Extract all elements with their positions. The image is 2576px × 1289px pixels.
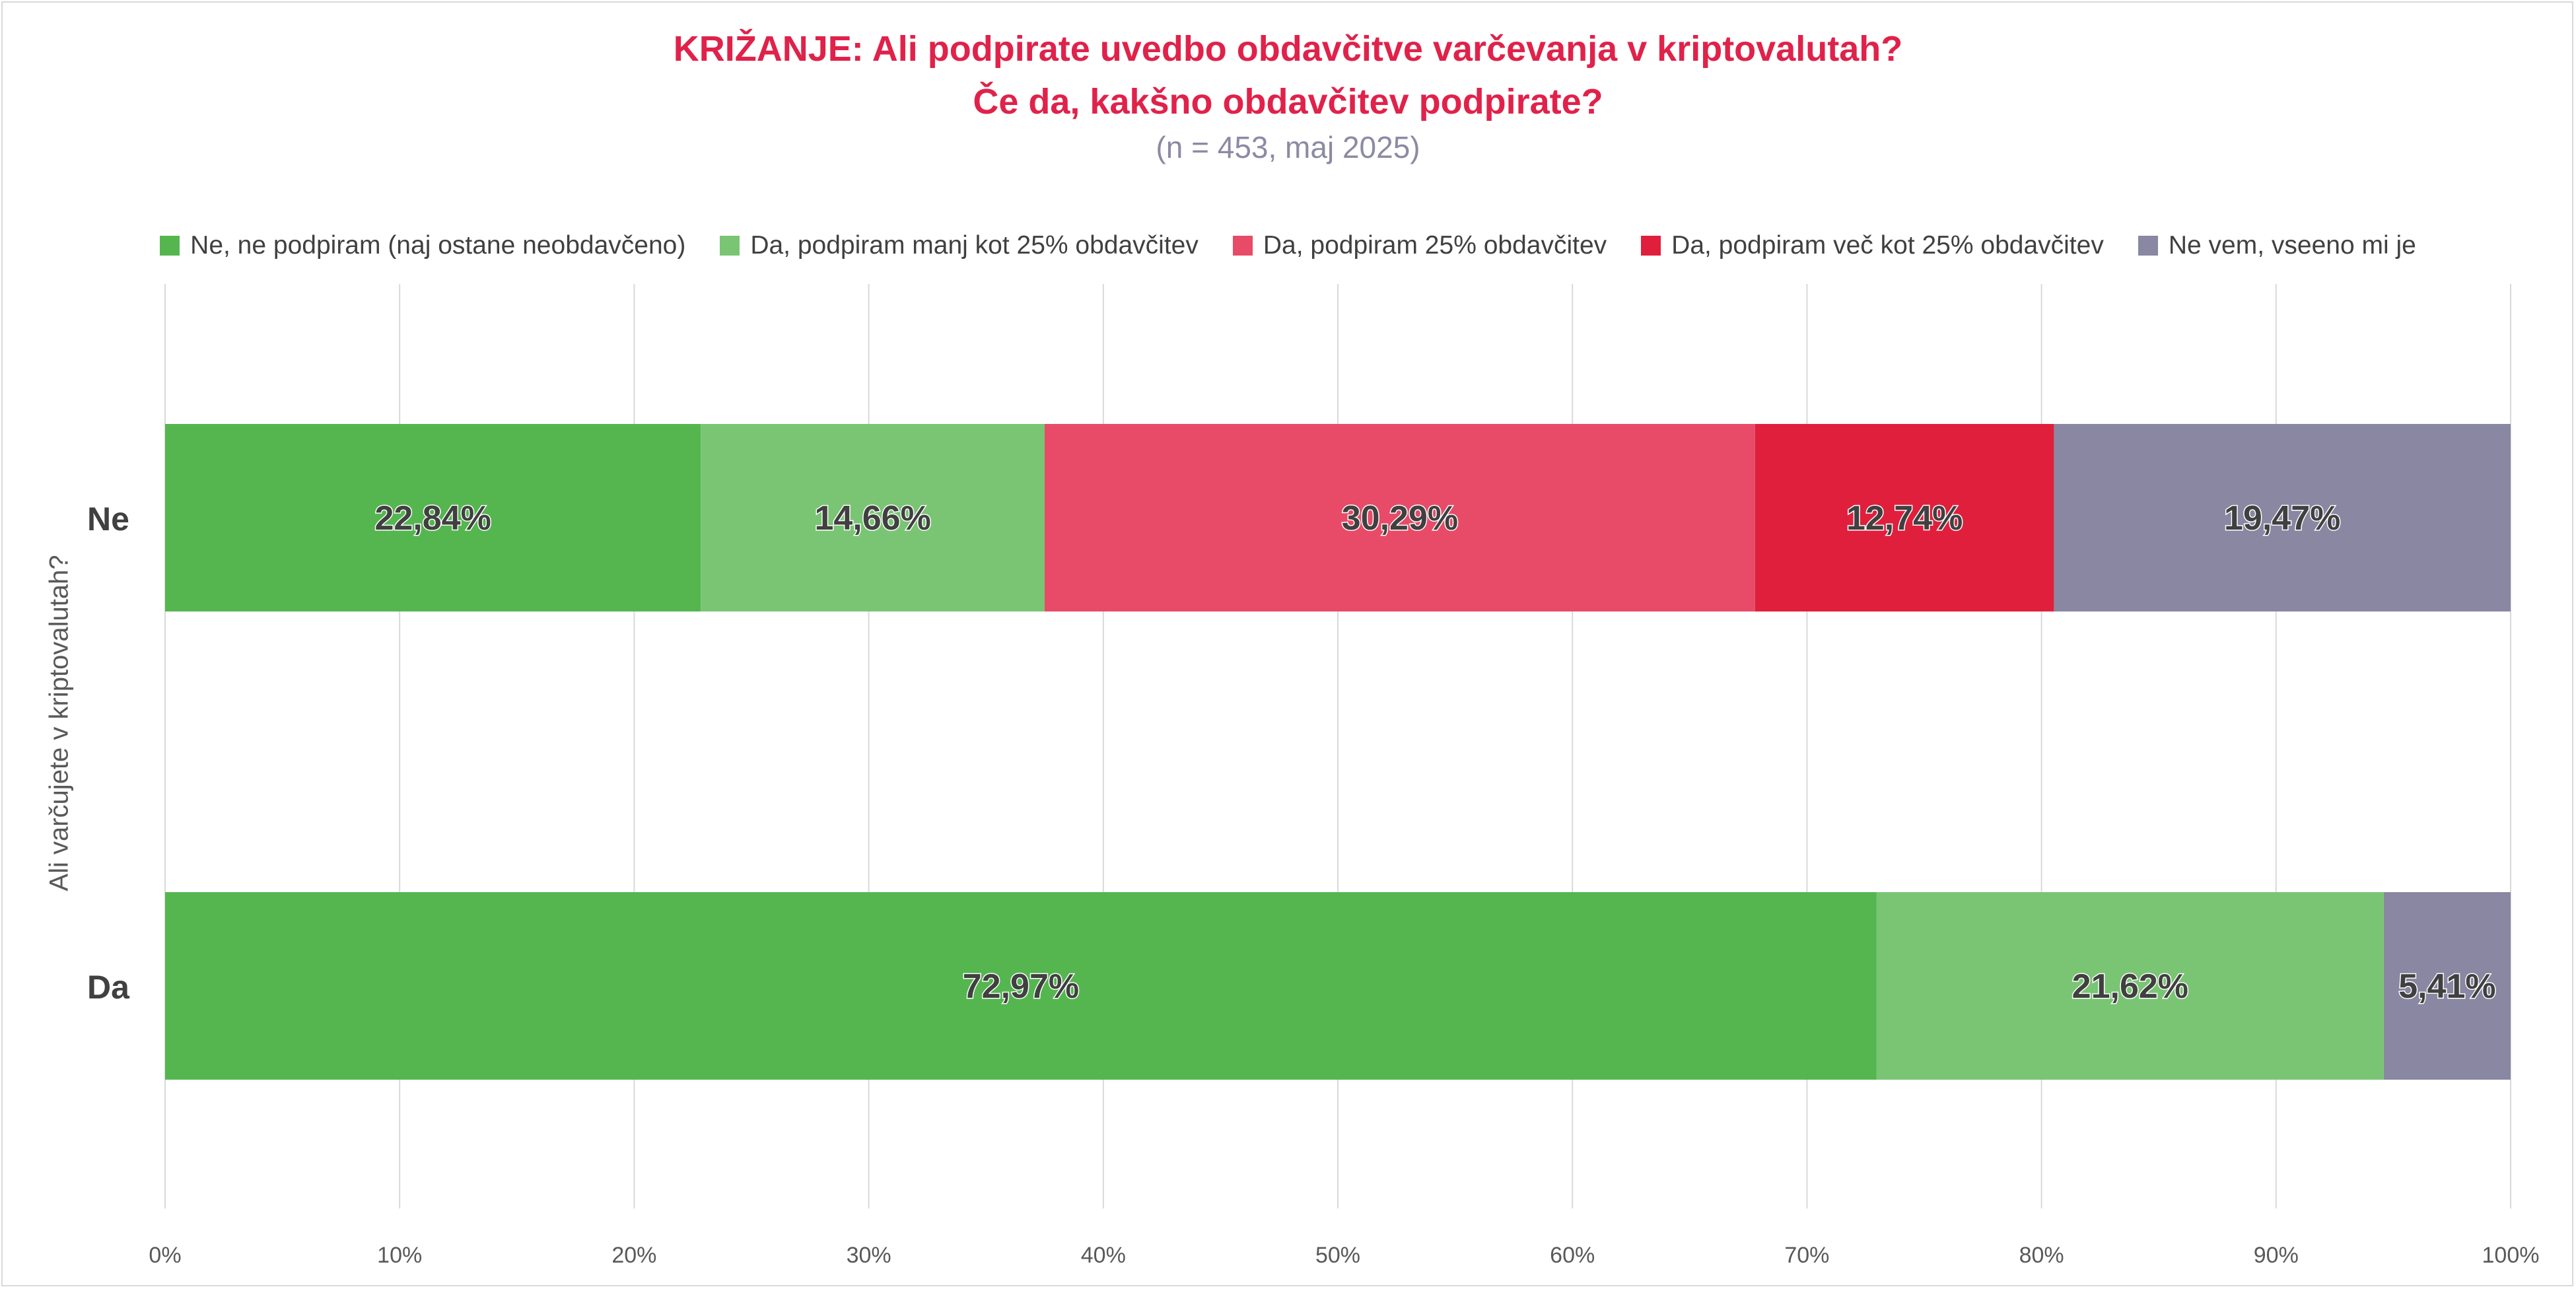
x-tick-label: 10%	[377, 1243, 422, 1268]
data-label: 14,66%	[814, 499, 930, 538]
x-tick-label: 80%	[2019, 1243, 2064, 1268]
x-tick-label: 40%	[1081, 1243, 1126, 1268]
chart-subtitle: (n = 453, maj 2025)	[1156, 130, 1420, 164]
legend-label: Da, podpiram 25% obdavčitev	[1263, 231, 1607, 260]
legend-swatch	[720, 236, 740, 256]
legend-label: Da, podpiram več kot 25% obdavčitev	[1671, 231, 2104, 260]
legend-label: Ne vem, vseeno mi je	[2168, 231, 2416, 260]
data-label: 12,74%	[1846, 499, 1963, 538]
bar-segment	[2383, 892, 2511, 1080]
bar-segment	[165, 424, 701, 611]
x-tick-label: 70%	[1784, 1243, 1829, 1268]
x-tick-label: 90%	[2254, 1243, 2299, 1268]
legend-swatch	[1641, 236, 1661, 256]
y-category-label: Ne	[87, 501, 129, 538]
x-tick-label: 20%	[611, 1243, 656, 1268]
legend: Ne, ne podpiram (naj ostane neobdavčeno)…	[0, 226, 2576, 265]
x-tick-label: 50%	[1315, 1243, 1360, 1268]
data-label: 21,62%	[2072, 967, 2188, 1006]
x-tick-label: 60%	[1550, 1243, 1595, 1268]
data-label: 5,41%	[2398, 967, 2495, 1006]
chart-title-line-2: Če da, kakšno obdavčitev podpirate?	[973, 82, 1603, 122]
data-label: 30,29%	[1342, 499, 1458, 538]
bar-segment	[701, 424, 1045, 611]
bar-segment	[1755, 424, 2054, 611]
chart-title: KRIŽANJE: Ali podpirate uvedbo obdavčitv…	[673, 29, 1903, 69]
bar-segment	[165, 892, 1877, 1080]
legend-swatch	[1232, 236, 1253, 256]
x-tick-label: 0%	[149, 1243, 181, 1268]
legend-label: Da, podpiram manj kot 25% obdavčitev	[750, 231, 1199, 260]
bar-segment	[1876, 892, 2384, 1080]
y-category-label: Da	[87, 969, 130, 1006]
legend-item-3: Da, podpiram 25% obdavčitev	[1232, 231, 1607, 260]
x-tick-label: 30%	[847, 1243, 891, 1268]
bar-segment	[1045, 424, 1755, 611]
legend-swatch	[160, 236, 180, 256]
data-label: 22,84%	[374, 499, 491, 538]
bar-segment	[2054, 424, 2511, 611]
data-label: 19,47%	[2224, 499, 2340, 538]
legend-swatch	[2138, 236, 2158, 256]
legend-item-5: Ne vem, vseeno mi je	[2138, 231, 2416, 260]
x-tick-label: 100%	[2482, 1243, 2540, 1268]
legend-label: Ne, ne podpiram (naj ostane neobdavčeno)	[190, 231, 686, 260]
data-label: 72,97%	[963, 967, 1079, 1006]
legend-item-2: Da, podpiram manj kot 25% obdavčitev	[720, 231, 1199, 260]
legend-item-4: Da, podpiram več kot 25% obdavčitev	[1641, 231, 2104, 260]
legend-item-1: Ne, ne podpiram (naj ostane neobdavčeno)	[160, 231, 685, 260]
